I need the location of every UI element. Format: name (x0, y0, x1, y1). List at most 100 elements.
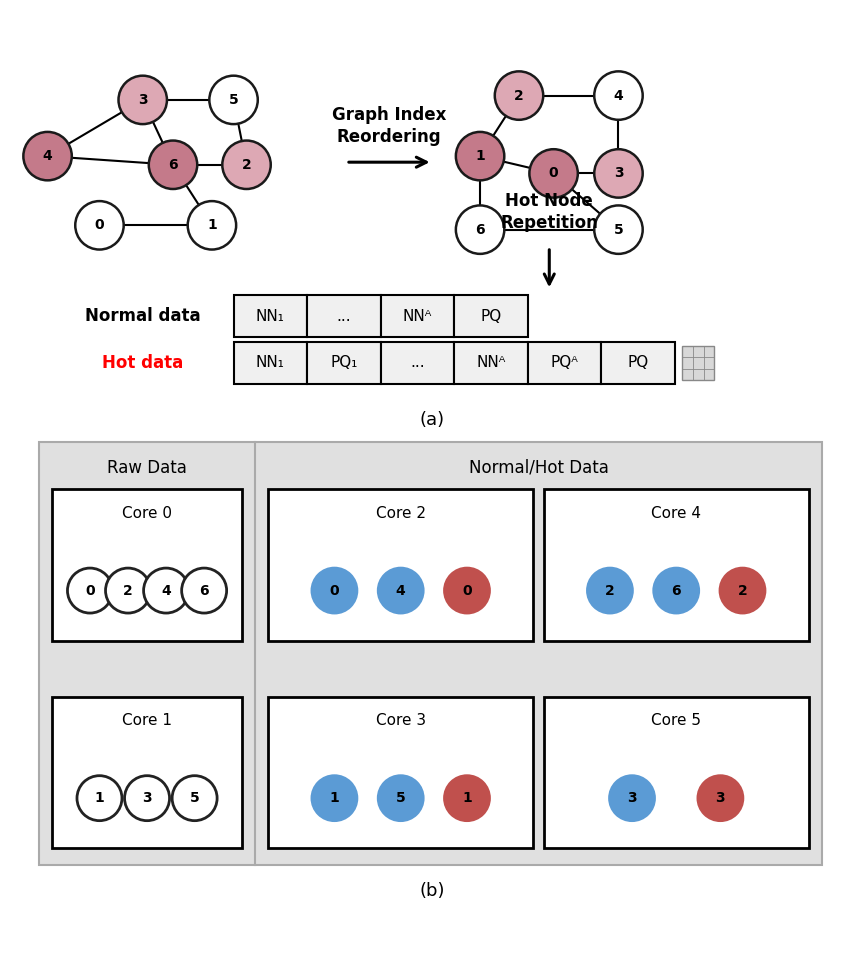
Circle shape (312, 568, 357, 613)
FancyBboxPatch shape (307, 342, 381, 383)
Text: (a): (a) (420, 411, 445, 429)
Circle shape (67, 568, 112, 613)
FancyBboxPatch shape (544, 489, 809, 641)
Text: 5: 5 (228, 93, 239, 107)
Text: 3: 3 (715, 791, 725, 805)
FancyBboxPatch shape (234, 342, 307, 383)
Circle shape (587, 568, 632, 613)
Circle shape (654, 568, 699, 613)
Text: ...: ... (336, 308, 351, 324)
Circle shape (445, 568, 490, 613)
Text: 5: 5 (613, 223, 624, 236)
Text: NNᴬ: NNᴬ (403, 308, 432, 324)
Text: Hot Node
Repetition: Hot Node Repetition (500, 192, 599, 233)
Text: NNᴬ: NNᴬ (477, 356, 505, 370)
Text: PQ₁: PQ₁ (330, 356, 357, 370)
Circle shape (445, 776, 490, 821)
Text: 1: 1 (462, 791, 472, 805)
FancyBboxPatch shape (268, 489, 533, 641)
Circle shape (456, 132, 504, 181)
Text: 3: 3 (142, 791, 152, 805)
Text: 5: 5 (396, 791, 406, 805)
Text: 6: 6 (671, 583, 681, 598)
Text: PQᴬ: PQᴬ (550, 356, 579, 370)
Text: 3: 3 (627, 791, 637, 805)
Text: Normal/Hot Data: Normal/Hot Data (469, 458, 608, 477)
Text: (b): (b) (420, 882, 445, 900)
Circle shape (106, 568, 151, 613)
Circle shape (172, 776, 217, 821)
Text: Core 4: Core 4 (651, 505, 702, 521)
Circle shape (594, 206, 643, 254)
Text: Core 5: Core 5 (651, 713, 702, 728)
FancyBboxPatch shape (381, 295, 454, 337)
Text: PQ: PQ (480, 308, 502, 324)
Text: Core 0: Core 0 (122, 505, 172, 521)
FancyBboxPatch shape (682, 346, 714, 381)
Circle shape (119, 76, 167, 124)
Circle shape (149, 140, 197, 189)
Text: Normal data: Normal data (85, 308, 201, 325)
Circle shape (209, 76, 258, 124)
Text: 2: 2 (605, 583, 615, 598)
Circle shape (23, 132, 72, 181)
Text: 0: 0 (94, 218, 105, 233)
Text: 4: 4 (396, 583, 406, 598)
Text: PQ: PQ (627, 356, 649, 370)
Text: Core 2: Core 2 (375, 505, 426, 521)
Circle shape (75, 201, 124, 250)
Text: ...: ... (410, 356, 425, 370)
Text: NN₁: NN₁ (256, 308, 285, 324)
Text: 6: 6 (199, 583, 209, 598)
Text: 6: 6 (475, 223, 485, 236)
Circle shape (594, 71, 643, 120)
Text: 3: 3 (613, 166, 624, 181)
FancyBboxPatch shape (528, 342, 601, 383)
Circle shape (378, 776, 423, 821)
Text: 3: 3 (138, 93, 148, 107)
Text: 1: 1 (330, 791, 339, 805)
Circle shape (456, 206, 504, 254)
Circle shape (188, 201, 236, 250)
Text: 4: 4 (161, 583, 171, 598)
Text: 6: 6 (168, 158, 178, 172)
Text: 5: 5 (189, 791, 200, 805)
Circle shape (698, 776, 743, 821)
Text: Graph Index
Reordering: Graph Index Reordering (332, 106, 446, 146)
Text: Raw Data: Raw Data (107, 458, 187, 477)
Text: NN₁: NN₁ (256, 356, 285, 370)
Text: 1: 1 (207, 218, 217, 233)
Text: 2: 2 (123, 583, 133, 598)
FancyBboxPatch shape (601, 342, 675, 383)
Circle shape (125, 776, 170, 821)
FancyBboxPatch shape (454, 342, 528, 383)
Text: 0: 0 (462, 583, 471, 598)
Circle shape (144, 568, 189, 613)
Circle shape (594, 149, 643, 198)
FancyBboxPatch shape (52, 489, 242, 641)
Text: Core 1: Core 1 (122, 713, 172, 728)
Circle shape (222, 140, 271, 189)
Circle shape (182, 568, 227, 613)
Text: 4: 4 (613, 88, 624, 103)
Circle shape (529, 149, 578, 198)
Text: 2: 2 (738, 583, 747, 598)
Text: 0: 0 (548, 166, 559, 181)
FancyBboxPatch shape (234, 295, 307, 337)
FancyBboxPatch shape (454, 295, 528, 337)
Circle shape (77, 776, 122, 821)
Text: 0: 0 (330, 583, 339, 598)
Circle shape (312, 776, 357, 821)
Text: 0: 0 (85, 583, 95, 598)
FancyBboxPatch shape (39, 441, 822, 866)
Text: 4: 4 (42, 149, 53, 163)
FancyBboxPatch shape (307, 295, 381, 337)
FancyBboxPatch shape (544, 697, 809, 849)
Text: Core 3: Core 3 (375, 713, 426, 728)
FancyBboxPatch shape (52, 697, 242, 849)
Circle shape (610, 776, 655, 821)
FancyBboxPatch shape (268, 697, 533, 849)
Circle shape (378, 568, 423, 613)
FancyBboxPatch shape (381, 342, 454, 383)
Text: 2: 2 (241, 158, 252, 172)
